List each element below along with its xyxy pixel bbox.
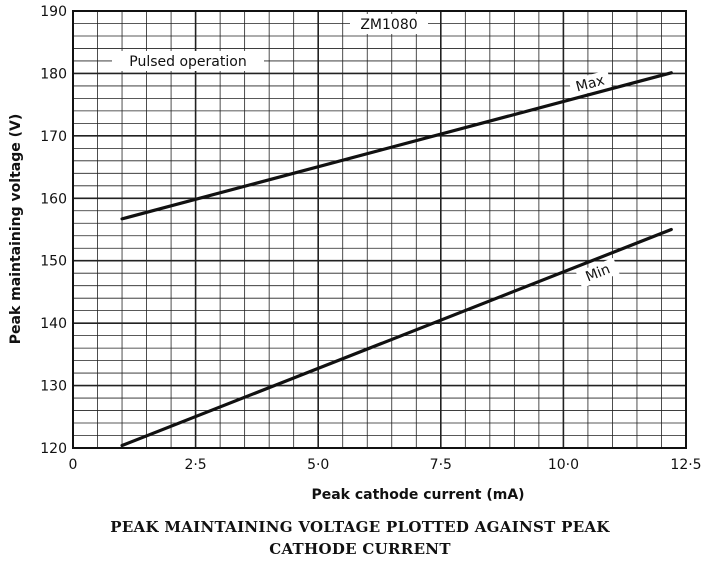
annotation-model: ZM1080	[360, 17, 417, 33]
y-tick-label: 150	[40, 254, 67, 270]
figure-caption: PEAK MAINTAINING VOLTAGE PLOTTED AGAINST…	[0, 516, 720, 560]
y-tick-label: 170	[40, 129, 67, 145]
y-tick-label: 130	[40, 379, 67, 395]
y-tick-labels: 120 130 140 150 160 170 180 190	[40, 4, 67, 457]
x-axis-label: Peak cathode current (mA)	[311, 487, 524, 503]
series-line-max	[120, 71, 673, 221]
plot-frame	[72, 10, 687, 449]
annotation-mode-box	[112, 51, 264, 71]
caption-line-2: CATHODE CURRENT	[269, 540, 451, 558]
grid-minor	[73, 11, 686, 448]
x-tick-label: 5·0	[307, 457, 329, 473]
series-label-bg	[568, 70, 612, 97]
x-tick-labels: 0 2·5 5·0 7·5 10·0 12·5	[69, 457, 702, 473]
x-tick-label: 7·5	[430, 457, 452, 473]
x-tick-label: 0	[69, 457, 78, 473]
caption-line-1: PEAK MAINTAINING VOLTAGE PLOTTED AGAINST…	[110, 518, 610, 536]
y-tick-label: 120	[40, 441, 67, 457]
y-tick-label: 160	[40, 191, 67, 207]
x-tick-label: 2·5	[184, 457, 206, 473]
y-tick-label: 140	[40, 316, 67, 332]
x-tick-label: 12·5	[670, 457, 701, 473]
annotation-mode: Pulsed operation	[129, 54, 246, 70]
y-tick-label: 190	[40, 4, 67, 20]
series-line-min	[120, 227, 673, 448]
x-tick-label: 10·0	[548, 457, 579, 473]
series-lines	[120, 71, 673, 448]
y-tick-label: 180	[40, 66, 67, 82]
annotation-model-box	[350, 14, 428, 34]
series-label-max: Max	[574, 73, 606, 96]
series-label-bg	[576, 257, 620, 289]
y-axis-label: Peak maintaining voltage (V)	[8, 114, 24, 344]
